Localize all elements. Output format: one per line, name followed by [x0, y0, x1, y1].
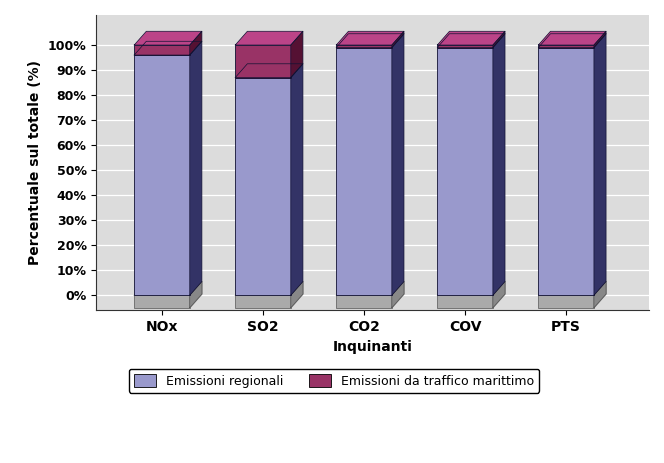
- Polygon shape: [134, 282, 202, 295]
- FancyBboxPatch shape: [438, 48, 493, 295]
- Polygon shape: [539, 282, 606, 295]
- FancyBboxPatch shape: [336, 295, 392, 308]
- Polygon shape: [493, 34, 505, 295]
- Polygon shape: [190, 31, 202, 55]
- Polygon shape: [291, 282, 303, 308]
- FancyBboxPatch shape: [539, 295, 594, 308]
- Polygon shape: [291, 31, 303, 78]
- Polygon shape: [493, 31, 505, 48]
- Polygon shape: [594, 34, 606, 295]
- Polygon shape: [235, 282, 303, 295]
- Polygon shape: [392, 34, 404, 295]
- FancyBboxPatch shape: [336, 48, 392, 295]
- Polygon shape: [235, 64, 303, 78]
- Polygon shape: [190, 282, 202, 308]
- Legend: Emissioni regionali, Emissioni da traffico marittimo: Emissioni regionali, Emissioni da traffi…: [129, 369, 539, 393]
- FancyBboxPatch shape: [539, 48, 594, 295]
- Polygon shape: [438, 34, 505, 48]
- FancyBboxPatch shape: [235, 78, 291, 295]
- Polygon shape: [235, 31, 303, 45]
- Polygon shape: [134, 41, 202, 55]
- Polygon shape: [438, 282, 505, 295]
- FancyBboxPatch shape: [336, 45, 392, 48]
- Polygon shape: [493, 282, 505, 308]
- Polygon shape: [336, 282, 404, 295]
- Polygon shape: [392, 282, 404, 308]
- Polygon shape: [190, 41, 202, 295]
- FancyBboxPatch shape: [134, 55, 190, 295]
- FancyBboxPatch shape: [438, 45, 493, 48]
- Polygon shape: [594, 31, 606, 48]
- FancyBboxPatch shape: [134, 45, 190, 55]
- FancyBboxPatch shape: [235, 45, 291, 78]
- Polygon shape: [291, 64, 303, 295]
- Y-axis label: Percentuale sul totale (%): Percentuale sul totale (%): [29, 60, 42, 265]
- Polygon shape: [336, 34, 404, 48]
- Polygon shape: [539, 31, 606, 45]
- X-axis label: Inquinanti: Inquinanti: [333, 339, 412, 354]
- FancyBboxPatch shape: [539, 45, 594, 48]
- FancyBboxPatch shape: [134, 295, 190, 308]
- Polygon shape: [438, 31, 505, 45]
- FancyBboxPatch shape: [438, 295, 493, 308]
- Polygon shape: [594, 282, 606, 308]
- Polygon shape: [336, 31, 404, 45]
- Polygon shape: [134, 31, 202, 45]
- Polygon shape: [392, 31, 404, 48]
- FancyBboxPatch shape: [235, 295, 291, 308]
- Polygon shape: [539, 34, 606, 48]
